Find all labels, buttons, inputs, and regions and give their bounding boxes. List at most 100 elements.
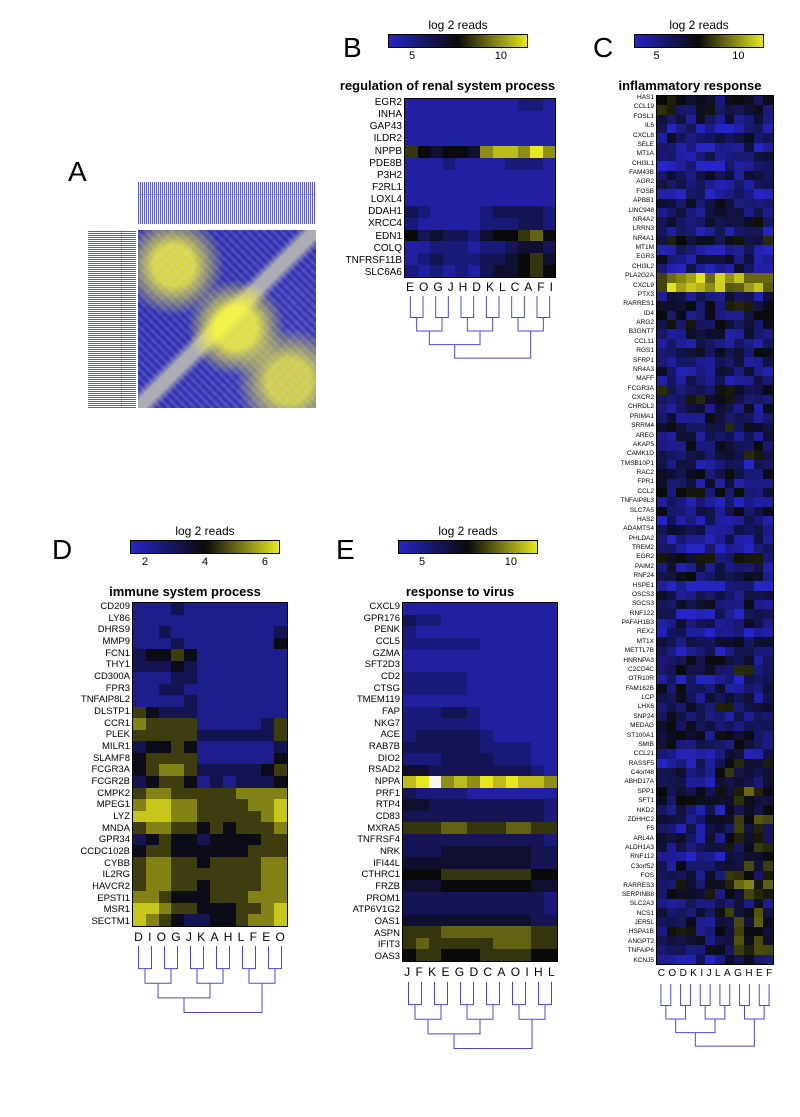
heatmap-cell <box>506 753 519 765</box>
heatmap-cell <box>657 600 667 609</box>
heatmap-cell <box>248 684 261 696</box>
heatmap-cell <box>667 292 677 301</box>
heatmap-cell <box>531 822 544 834</box>
heatmap-cell <box>518 253 531 265</box>
heatmap-cell <box>171 741 184 753</box>
heatmap-cell <box>657 721 667 730</box>
heatmap-cell <box>236 672 249 684</box>
heatmap-cell <box>754 908 764 917</box>
heatmap-cell <box>236 603 249 615</box>
heatmap-cell <box>467 880 480 892</box>
heatmap-cell <box>725 525 735 534</box>
heatmap-cell <box>744 880 754 889</box>
heatmap-cell <box>506 869 519 881</box>
gene-label: TNFRSF4 <box>320 835 400 845</box>
heatmap-cell <box>657 787 667 796</box>
heatmap-cell <box>686 581 696 590</box>
heatmap-cell <box>734 488 744 497</box>
heatmap-cell <box>667 852 677 861</box>
heatmap-cell <box>676 152 686 161</box>
heatmap-cell <box>657 348 667 357</box>
heatmap-cell <box>467 730 480 742</box>
heatmap-cell <box>734 936 744 945</box>
heatmap-cell <box>676 329 686 338</box>
heatmap-cell <box>676 880 686 889</box>
heatmap-cell <box>403 765 416 777</box>
heatmap-cell <box>715 927 725 936</box>
heatmap-cell <box>159 753 172 765</box>
heatmap-cell <box>184 707 197 719</box>
heatmap-cell <box>197 603 210 615</box>
heatmap-cell <box>686 413 696 422</box>
gene-label: NR4A3 <box>582 367 654 374</box>
heatmap-cell <box>261 857 274 869</box>
heatmap-cell <box>223 638 236 650</box>
heatmap-cell <box>696 647 706 656</box>
colorbar-ticks-b: 5 10 <box>388 50 528 62</box>
heatmap-cell <box>696 637 706 646</box>
heatmap-cell <box>686 143 696 152</box>
heatmap-cell <box>518 182 531 194</box>
heatmap-cell <box>744 189 754 198</box>
panel-b-dendrogram <box>404 296 556 366</box>
heatmap-cell <box>657 675 667 684</box>
heatmap-cell <box>667 245 677 254</box>
heatmap-cell <box>763 152 773 161</box>
heatmap-cell <box>734 824 744 833</box>
heatmap-cell <box>686 927 696 936</box>
heatmap-cell <box>763 105 773 114</box>
heatmap-cell <box>705 376 715 385</box>
heatmap-cell <box>248 718 261 730</box>
heatmap-cell <box>530 99 543 111</box>
heatmap-cell <box>754 777 764 786</box>
heatmap-cell <box>686 740 696 749</box>
col-label: J <box>707 968 712 979</box>
heatmap-cell <box>506 926 519 938</box>
heatmap-cell <box>197 695 210 707</box>
heatmap-cell <box>443 218 456 230</box>
heatmap-cell <box>676 525 686 534</box>
heatmap-cell <box>667 787 677 796</box>
heatmap-cell <box>676 843 686 852</box>
heatmap-cell <box>518 926 531 938</box>
heatmap-cell <box>734 591 744 600</box>
heatmap-cell <box>493 892 506 904</box>
heatmap-cell <box>725 656 735 665</box>
heatmap-cell <box>455 230 468 242</box>
heatmap-cell <box>493 99 506 111</box>
heatmap-cell <box>146 868 159 880</box>
heatmap-cell <box>676 796 686 805</box>
heatmap-cell <box>544 603 557 615</box>
heatmap-cell <box>705 553 715 562</box>
heatmap-cell <box>429 730 442 742</box>
heatmap-cell <box>657 105 667 114</box>
heatmap-cell <box>763 143 773 152</box>
heatmap-cell <box>667 955 677 964</box>
heatmap-cell <box>734 516 744 525</box>
heatmap-cell <box>403 718 416 730</box>
heatmap-cell <box>744 469 754 478</box>
heatmap-cell <box>725 628 735 637</box>
col-label: C <box>511 280 521 294</box>
heatmap-cell <box>734 180 744 189</box>
heatmap-cell <box>133 695 146 707</box>
heatmap-cell <box>686 180 696 189</box>
heatmap-cell <box>676 731 686 740</box>
heatmap-cell <box>667 796 677 805</box>
heatmap-cell <box>657 320 667 329</box>
heatmap-cell <box>734 395 744 404</box>
heatmap-cell <box>744 115 754 124</box>
heatmap-cell <box>171 776 184 788</box>
gene-label: RAC2 <box>582 470 654 477</box>
heatmap-cell <box>493 811 506 823</box>
heatmap-cell <box>274 834 287 846</box>
col-label: E <box>262 930 271 944</box>
heatmap-cell <box>184 695 197 707</box>
heatmap-cell <box>734 628 744 637</box>
gene-label: LYZ <box>50 812 130 822</box>
heatmap-cell <box>184 603 197 615</box>
heatmap-cell <box>518 684 531 696</box>
heatmap-cell <box>480 672 493 684</box>
heatmap-cell <box>696 311 706 320</box>
gene-label: CCL11 <box>582 339 654 346</box>
